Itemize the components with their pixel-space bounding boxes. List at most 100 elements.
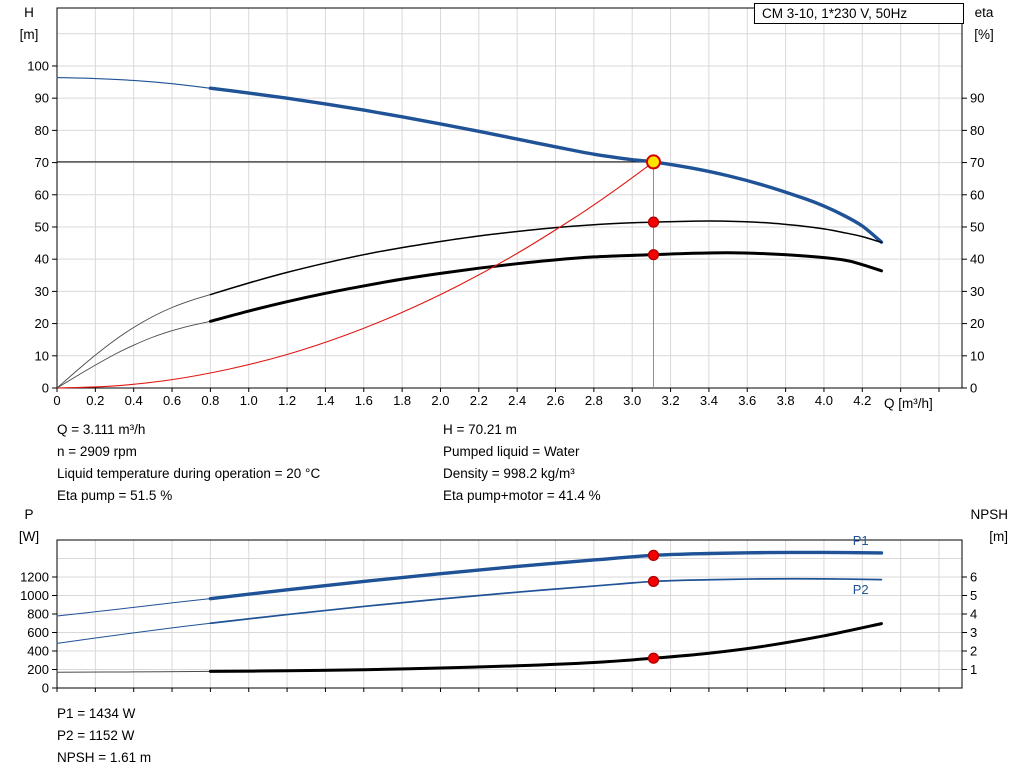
hq-curve-lead [56,77,211,89]
eta-pump-curve [209,220,883,296]
readout-eta-pump-motor: Eta pump+motor = 41.4 % [443,488,601,503]
eta-pump-marker[interactable] [647,216,660,228]
p2-marker[interactable] [647,575,660,588]
y-left-tick-label: 1000 [20,588,49,603]
x-tick-label: 0.4 [125,393,143,408]
readout-flow: Q = 3.111 m³/h [57,422,146,437]
power-readout: P1 = 1434 W P2 = 1152 W NPSH = 1.61 m [57,703,151,769]
x-tick-label: 4.0 [815,393,833,408]
y-left-tick-label: 10 [35,348,49,363]
x-tick-label: 0.8 [201,393,219,408]
y-right-tick-label: 70 [970,155,984,170]
y-left-tick-label: 50 [35,219,49,234]
y-left-tick-label: 20 [35,316,49,331]
y-left-tick-label: 80 [35,123,49,138]
npsh-curve [208,622,883,673]
x-tick-label: 1.2 [278,393,296,408]
head-efficiency-chart[interactable]: 0 10 20 30 40 50 60 70 80 90 100 0 10 20 30 40 50 60 70 80 9… [0,0,1024,420]
npsh-marker[interactable] [647,652,660,664]
y-right-tick-label: 10 [970,348,984,363]
x-tick-label: 0.2 [86,393,104,408]
y-right-tick-label: 6 [970,570,977,585]
p1-curve [208,550,884,601]
y-left-tick-label: 100 [27,58,49,73]
p2-curve-lead [56,622,211,644]
y-left-tick-label: 0 [42,681,49,696]
readout-p1: P1 = 1434 W [57,706,136,721]
y-right-tick-label: 60 [970,187,984,202]
y-right-tick-label: 20 [970,316,984,331]
x-tick-label: 2.2 [470,393,488,408]
y-right-tick-label: 0 [970,381,977,396]
y-right-tick-label: 5 [970,588,977,603]
y-left-tick-label: 1200 [20,570,49,585]
curve-label-p1: P1 [853,533,869,548]
x-axis-title: Q [m³/h] [884,396,933,411]
x-tick-label: 0.6 [163,393,181,408]
y-left-tick-label: 60 [35,187,49,202]
x-tick-label: 2.4 [508,393,526,408]
eta-pump-motor-curve-lead [56,320,211,389]
duty-readout-right: H = 70.21 m Pumped liquid = Water Densit… [443,419,601,507]
h-axis-unit: [m] [19,27,39,42]
y-right-tick-label: 3 [970,625,977,640]
npsh-curve-lead [56,670,211,673]
duty-readout-left: Q = 3.111 m³/h n = 2909 rpm Liquid tempe… [57,419,320,507]
y-right-tick-label: 50 [970,219,984,234]
p1-marker[interactable] [647,549,660,561]
plot-border [56,7,963,389]
eta-pump-curve-lead [56,294,211,389]
x-tick-label: 2.0 [431,393,449,408]
x-tick-label: 1.4 [316,393,334,408]
y-left-tick-label: 400 [27,644,49,659]
y-right-tick-label: 90 [970,91,984,106]
p-axis-unit: [W] [18,529,40,544]
readout-pumped-liquid: Pumped liquid = Water [443,444,580,459]
y-left-tick-label: 200 [27,662,49,677]
readout-density: Density = 998.2 kg/m³ [443,466,575,481]
readout-speed: n = 2909 rpm [57,444,137,459]
x-tick-label: 2.8 [585,393,603,408]
y-left-tick-label: 40 [35,252,49,267]
curve-label-p2: P2 [853,582,869,597]
system-curve [56,161,655,389]
y-right-tick-label: 2 [970,644,977,659]
y-right-tick-label: 1 [970,662,977,677]
y-left-tick-label: 800 [27,607,49,622]
npsh-axis-unit: [m] [989,529,1008,544]
eta-pump-motor-curve [208,251,883,323]
npsh-axis-title: NPSH [970,507,1008,522]
chart-title-box: CM 3-10, 1*230 V, 50Hz [754,3,964,24]
x-tick-label: 1.6 [355,393,373,408]
p-axis-title: P [24,507,34,522]
y-right-tick-label: 4 [970,607,977,622]
eta-axis-title: eta [974,5,994,20]
x-tick-label: 3.0 [623,393,641,408]
y-right-tick-label: 40 [970,252,984,267]
duty-point-marker[interactable] [645,154,661,170]
y-left-tick-label: 30 [35,284,49,299]
x-tick-label: 1.8 [393,393,411,408]
hq-curve [208,86,884,244]
readout-eta-pump: Eta pump = 51.5 % [57,488,173,503]
x-tick-label: 3.4 [700,393,718,408]
x-tick-label: 4.2 [853,393,871,408]
chart-title: CM 3-10, 1*230 V, 50Hz [762,6,908,21]
y-left-tick-label: 0 [42,381,49,396]
readout-head: H = 70.21 m [443,422,517,437]
p1-curve-lead [56,598,211,617]
y-left-tick-label: 70 [35,155,49,170]
readout-liquid-temperature: Liquid temperature during operation = 20… [57,466,321,481]
x-tick-label: 3.8 [777,393,795,408]
power-npsh-chart[interactable]: P1 P2 0 200 400 600 800 1000 1200 1 2 3 4 5 6 [0,500,1024,710]
y-right-tick-label: 30 [970,284,984,299]
y-left-tick-label: 90 [35,91,49,106]
x-tick-label: 2.6 [546,393,564,408]
x-tick-label: 0 [53,393,60,408]
y-left-tick-label: 600 [27,625,49,640]
eta-pump-motor-marker[interactable] [647,249,660,261]
x-tick-label: 3.6 [738,393,756,408]
y-right-tick-label: 80 [970,123,984,138]
readout-npsh: NPSH = 1.61 m [57,750,152,765]
